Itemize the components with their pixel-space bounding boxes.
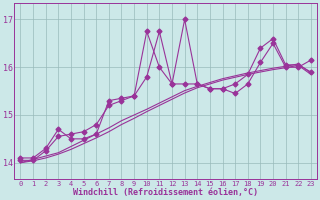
X-axis label: Windchill (Refroidissement éolien,°C): Windchill (Refroidissement éolien,°C)	[73, 188, 258, 197]
